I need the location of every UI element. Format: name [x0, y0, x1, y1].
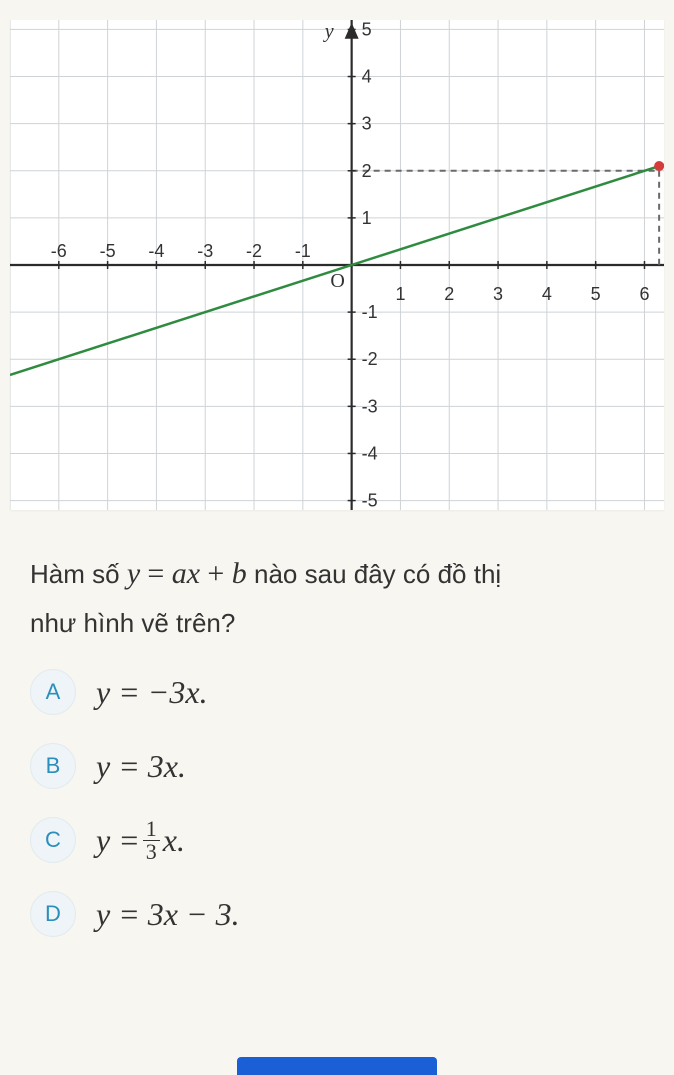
option-d[interactable]: D y = 3x − 3.: [30, 891, 644, 937]
question-block: Hàm số y = ax + b nào sau đây có đồ thị …: [0, 530, 674, 965]
option-b[interactable]: B y = 3x.: [30, 743, 644, 789]
svg-text:-3: -3: [362, 396, 378, 416]
svg-text:-2: -2: [362, 349, 378, 369]
svg-text:1: 1: [362, 208, 372, 228]
svg-text:1: 1: [395, 284, 405, 304]
svg-text:-2: -2: [246, 241, 262, 261]
svg-text:3: 3: [362, 114, 372, 134]
svg-text:-1: -1: [295, 241, 311, 261]
option-d-formula: y = 3x − 3.: [96, 896, 240, 933]
svg-text:4: 4: [542, 284, 552, 304]
svg-text:O: O: [330, 270, 344, 292]
q-prefix: Hàm số: [30, 559, 127, 589]
svg-text:-5: -5: [362, 491, 378, 510]
opt-c-suffix: x.: [163, 822, 185, 859]
option-b-bubble: B: [30, 743, 76, 789]
svg-text:-3: -3: [197, 241, 213, 261]
chart-panel: -6 -5 -4 -3 -2 -1 1 2 3 4 5 6 -5 -4 -3 -2 -1 1 2 3 4 5 y O: [10, 20, 664, 510]
svg-text:3: 3: [493, 284, 503, 304]
svg-text:2: 2: [444, 284, 454, 304]
svg-text:-4: -4: [148, 241, 164, 261]
svg-text:5: 5: [362, 20, 372, 39]
svg-text:-5: -5: [100, 241, 116, 261]
bottom-bar[interactable]: [237, 1057, 437, 1075]
options-list: A y = −3x. B y = 3x. C y = 1 3 x.: [30, 669, 644, 937]
option-a-formula: y = −3x.: [96, 674, 208, 711]
eq-plus: +: [207, 557, 231, 590]
q-suffix: nào sau đây có đồ thị: [254, 559, 501, 589]
eq-ax: ax: [172, 557, 200, 590]
opt-c-prefix: y =: [96, 822, 140, 859]
svg-text:2: 2: [362, 161, 372, 181]
svg-text:-6: -6: [51, 241, 67, 261]
option-a-bubble: A: [30, 669, 76, 715]
option-c-bubble: C: [30, 817, 76, 863]
svg-text:5: 5: [591, 284, 601, 304]
option-a[interactable]: A y = −3x.: [30, 669, 644, 715]
option-b-formula: y = 3x.: [96, 748, 186, 785]
coordinate-chart: -6 -5 -4 -3 -2 -1 1 2 3 4 5 6 -5 -4 -3 -2 -1 1 2 3 4 5 y O: [10, 20, 664, 510]
eq-y: y: [127, 557, 140, 590]
option-c-formula: y = 1 3 x.: [96, 818, 185, 863]
question-line2: như hình vẽ trên?: [30, 608, 644, 639]
option-c[interactable]: C y = 1 3 x.: [30, 817, 644, 863]
svg-text:-1: -1: [362, 302, 378, 322]
svg-text:-4: -4: [362, 443, 378, 463]
svg-text:4: 4: [362, 67, 372, 87]
svg-text:y: y: [323, 20, 334, 42]
frac-num: 1: [143, 818, 160, 841]
frac-den: 3: [143, 841, 160, 863]
svg-text:6: 6: [639, 284, 649, 304]
option-d-bubble: D: [30, 891, 76, 937]
fraction-icon: 1 3: [143, 818, 160, 863]
question-text: Hàm số y = ax + b nào sau đây có đồ thị: [30, 550, 644, 598]
eq-b: b: [232, 557, 247, 590]
eq-eq: =: [147, 557, 171, 590]
